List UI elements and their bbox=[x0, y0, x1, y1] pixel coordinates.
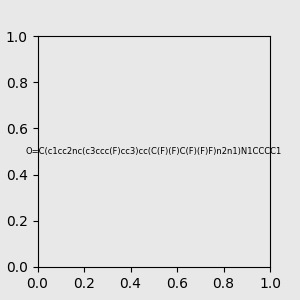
Text: O=C(c1cc2nc(c3ccc(F)cc3)cc(C(F)(F)C(F)(F)F)n2n1)N1CCCC1: O=C(c1cc2nc(c3ccc(F)cc3)cc(C(F)(F)C(F)(F… bbox=[26, 147, 282, 156]
